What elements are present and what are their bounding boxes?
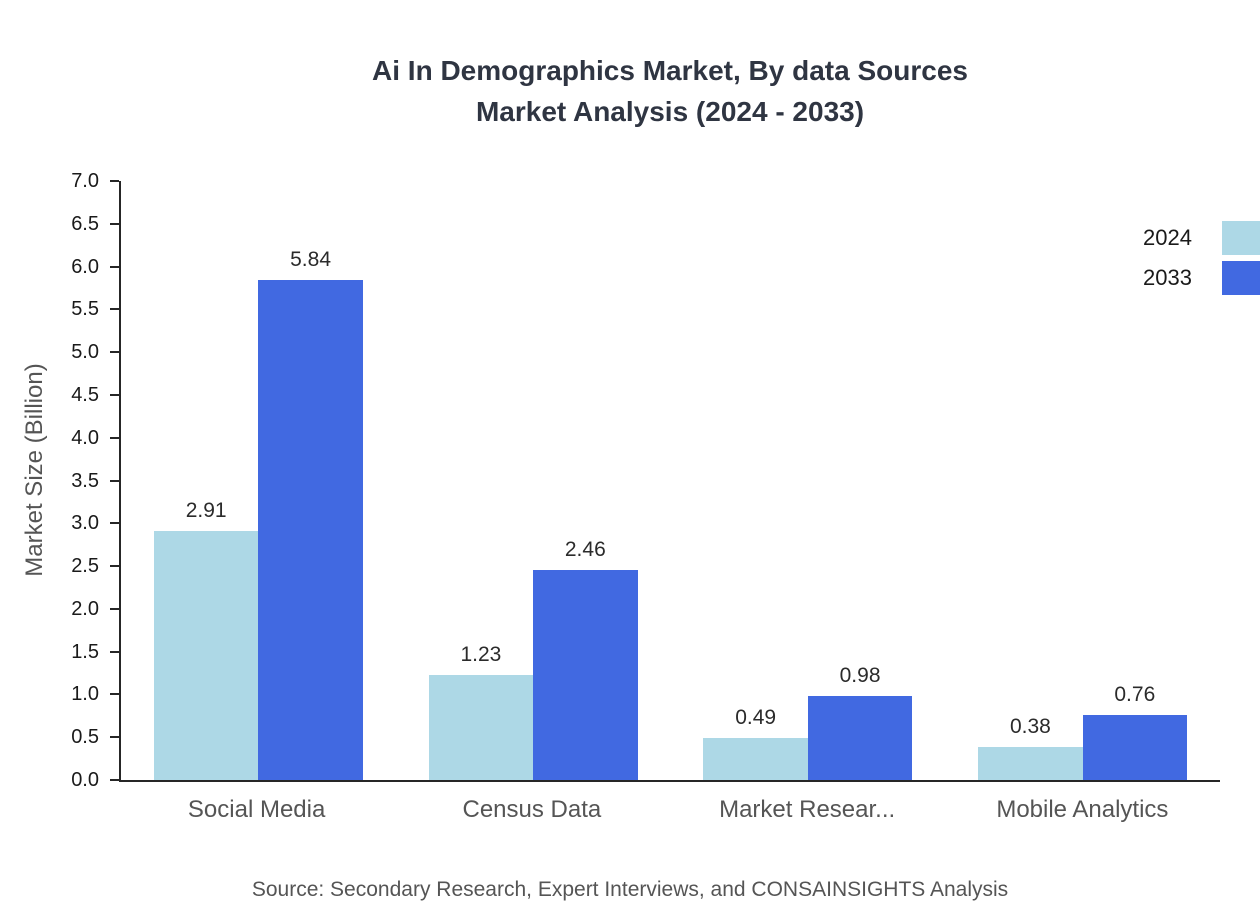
y-tick-mark: [110, 565, 119, 568]
y-tick-label: 2.5: [71, 555, 99, 578]
legend-label: 2033: [1143, 265, 1192, 290]
y-tick-mark: [110, 436, 119, 439]
x-category-label-mobile-analytics: Mobile Analytics: [996, 796, 1169, 823]
bar-2033-census-data: [533, 569, 638, 780]
y-tick-mark: [110, 693, 119, 696]
y-tick-mark: [110, 522, 119, 525]
legend: 2024 2033: [1143, 220, 1260, 300]
y-tick-mark: [110, 779, 119, 781]
y-tick-mark: [110, 650, 119, 653]
y-tick-label: 4.0: [71, 426, 99, 449]
bar-value-label: 5.84: [290, 248, 331, 272]
chart-title-line2: Market Analysis (2024 - 2033): [475, 96, 865, 127]
y-tick-mark: [110, 393, 119, 396]
bar-value-label: 0.38: [1009, 715, 1051, 739]
legend-item-2024: 2024: [1143, 220, 1260, 256]
bar-2024-market-resear: [703, 738, 808, 780]
legend-swatch: [1222, 221, 1260, 255]
y-tick-label: 2.0: [71, 597, 99, 620]
y-tick-label: 1.5: [71, 640, 99, 663]
y-tick-label: 0.5: [71, 726, 99, 749]
y-tick-mark: [110, 351, 119, 354]
y-tick-label: 3.5: [71, 469, 99, 492]
y-axis-title: Market Size (Billion): [21, 363, 48, 577]
y-tick-label: 0.0: [71, 769, 99, 791]
y-tick-mark: [110, 265, 119, 268]
chart-title-line1: Ai In Demographics Market, By data Sourc…: [372, 55, 968, 86]
bar-value-label: 2.46: [564, 537, 606, 561]
bar-value-label: 1.23: [460, 642, 502, 666]
x-category-label-market-resear: Market Resear...: [719, 796, 896, 823]
x-category-label-census-data: Census Data: [462, 796, 602, 823]
y-tick-mark: [110, 308, 119, 311]
y-tick-mark: [110, 736, 119, 739]
y-tick-label: 5.0: [71, 341, 99, 364]
legend-swatch: [1222, 261, 1260, 295]
y-tick-mark: [110, 222, 119, 225]
y-tick-label: 5.5: [71, 298, 99, 321]
y-tick-label: 7.0: [71, 170, 99, 192]
bar-2033-market-resear: [807, 696, 913, 780]
bar-value-label: 0.76: [1114, 682, 1156, 706]
x-category-label-social-media: Social Media: [187, 796, 326, 823]
bar-2024-mobile-analytics: [978, 747, 1083, 780]
y-tick-mark: [110, 479, 119, 482]
y-tick-label: 6.0: [71, 255, 99, 278]
plot-area: 0.0 0.5 1.0 1.5 2.0 2.5 3.0 3.5 4.0 4.5 5.0 5.5 6.0 6…: [71, 170, 1220, 791]
bar-2024-social-media: [153, 531, 259, 780]
y-tick-label: 6.5: [71, 212, 99, 235]
bar-value-label: 0.98: [839, 664, 881, 688]
y-tick-label: 1.0: [71, 683, 99, 706]
bar-value-label: 0.49: [735, 706, 777, 730]
bar-value-label: 2.91: [185, 499, 227, 522]
y-tick-mark: [110, 180, 119, 182]
bar-2024-census-data: [428, 674, 534, 780]
x-axis-labels: Social Media Census Data Market Resear... M…: [119, 793, 1220, 827]
y-tick-label: 3.0: [71, 512, 99, 535]
y-tick-label: 4.5: [71, 383, 99, 406]
chart-title: Ai In Demographics Market, By data Sourc…: [80, 50, 1260, 132]
source-line: Source: Secondary Research, Expert Inter…: [251, 878, 1009, 901]
bar-2033-social-media: [258, 280, 363, 780]
legend-label: 2024: [1143, 225, 1192, 250]
legend-item-2033: 2033: [1143, 260, 1260, 296]
y-tick-mark: [110, 607, 119, 610]
bar-2033-mobile-analytics: [1082, 714, 1188, 780]
